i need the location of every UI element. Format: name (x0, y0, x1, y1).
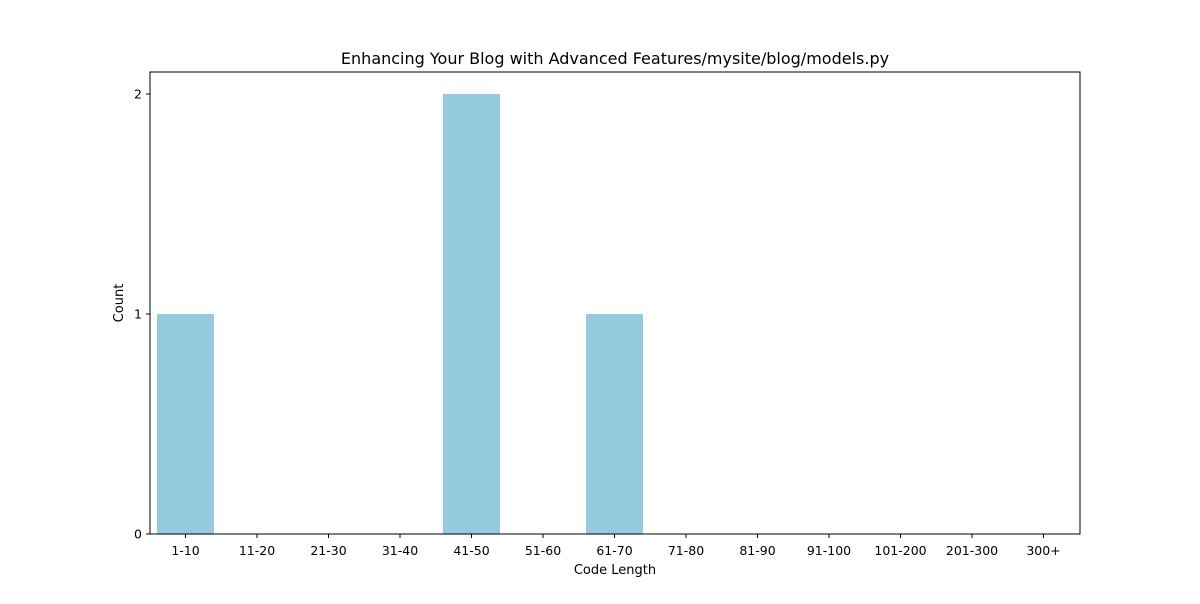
x-axis: 1-10 11-20 21-30 31-40 41-50 51-60 61-70 71-80 8… (171, 534, 1061, 558)
y-axis: 0 1 2 (134, 87, 150, 542)
bar-1-10 (157, 314, 214, 534)
x-tick-label: 81-90 (739, 543, 775, 558)
bar-41-50 (443, 94, 500, 534)
x-tick-label: 101-200 (874, 543, 926, 558)
x-tick-label: 41-50 (453, 543, 489, 558)
x-tick-label: 1-10 (171, 543, 199, 558)
y-tick-label: 1 (134, 307, 142, 322)
bar-61-70 (586, 314, 643, 534)
x-axis-label: Code Length (574, 563, 656, 578)
y-tick-label: 0 (134, 527, 142, 542)
x-tick-label: 31-40 (382, 543, 418, 558)
x-tick-label: 201-300 (946, 543, 998, 558)
x-tick-label: 300+ (1026, 543, 1060, 558)
bars-group (157, 94, 643, 534)
x-tick-label: 61-70 (596, 543, 632, 558)
y-axis-label: Count (112, 284, 127, 323)
x-tick-label: 71-80 (668, 543, 704, 558)
y-tick-label: 2 (134, 87, 142, 102)
x-tick-label: 51-60 (525, 543, 561, 558)
x-tick-label: 11-20 (239, 543, 275, 558)
chart-title: Enhancing Your Blog with Advanced Featur… (341, 49, 889, 68)
x-tick-label: 21-30 (310, 543, 346, 558)
x-tick-label: 91-100 (807, 543, 851, 558)
